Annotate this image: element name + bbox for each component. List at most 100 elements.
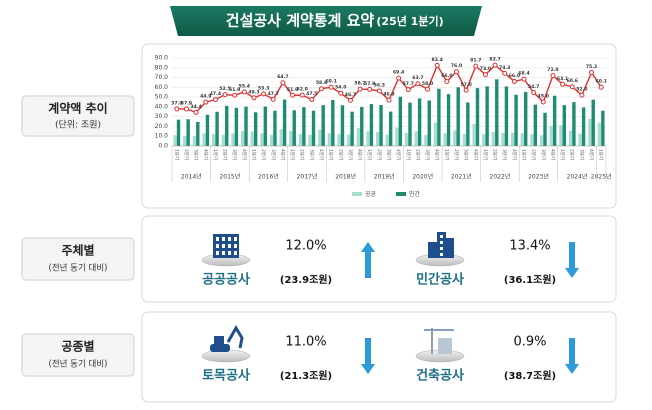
year-label: 2014년 xyxy=(181,173,202,181)
year-label: 2017년 xyxy=(297,173,318,181)
y-tick-label: 20.0 xyxy=(155,123,169,130)
x-tick-label: 2분기 xyxy=(222,149,229,160)
item-amount: (21.3조원) xyxy=(280,369,332,382)
data-label: 63.7 xyxy=(412,75,423,81)
x-tick-label: 2분기 xyxy=(183,149,190,160)
bar xyxy=(221,134,226,146)
line-marker xyxy=(454,69,460,75)
bar xyxy=(424,134,428,146)
item-amount: (36.1조원) xyxy=(504,273,556,286)
line-marker xyxy=(502,70,508,76)
bar xyxy=(549,125,553,146)
line-marker xyxy=(318,86,324,92)
legend-swatch xyxy=(352,192,362,196)
item-name: 공공공사 xyxy=(202,272,250,288)
bar xyxy=(253,112,258,146)
y-tick-label: 50.0 xyxy=(155,94,169,101)
bar xyxy=(173,135,177,146)
bar xyxy=(356,128,361,146)
x-tick-label: 2분기 xyxy=(299,149,306,160)
bar xyxy=(456,87,460,146)
line-marker xyxy=(434,62,440,68)
item-change: 13.4% xyxy=(509,239,550,254)
icon xyxy=(226,325,244,349)
label-box xyxy=(21,333,135,377)
data-label: 52.0 xyxy=(576,87,587,93)
data-label: 46.9 xyxy=(383,92,394,98)
line-marker xyxy=(550,73,556,79)
data-label: 57.7 xyxy=(403,81,414,87)
line-marker xyxy=(241,89,247,95)
line-marker xyxy=(270,96,276,102)
y-tick-label: 30.0 xyxy=(155,113,169,120)
icon xyxy=(234,251,237,255)
x-tick-label: 1분기 xyxy=(212,149,219,160)
line-marker xyxy=(589,69,595,75)
line-marker xyxy=(598,84,604,90)
section-note: (단위: 조원) xyxy=(55,120,101,131)
icon xyxy=(210,344,230,352)
icon xyxy=(428,242,437,258)
line-marker xyxy=(531,90,537,96)
bar xyxy=(539,135,544,146)
item-name: 건축공사 xyxy=(416,368,464,384)
icon xyxy=(214,336,224,345)
bar xyxy=(340,105,345,146)
x-tick-label: 2분기 xyxy=(414,149,421,160)
bar xyxy=(414,131,418,146)
bar xyxy=(318,129,322,146)
section-note: (전년 동기 대비) xyxy=(49,263,108,274)
legend-label: 민간 xyxy=(409,190,421,198)
data-label: 58.6 xyxy=(316,80,327,86)
data-label: 52.0 xyxy=(297,87,308,93)
data-label: 74.3 xyxy=(499,65,510,71)
x-tick-label: 3분기 xyxy=(424,149,431,160)
data-label: 37.9 xyxy=(171,100,182,106)
section-panel xyxy=(141,311,617,403)
bar xyxy=(520,133,525,146)
data-label: 73.0 xyxy=(480,66,491,72)
line-marker xyxy=(569,84,575,90)
x-tick-label: 4분기 xyxy=(202,149,209,160)
line-marker xyxy=(261,91,267,97)
bar xyxy=(398,96,403,146)
icon xyxy=(424,328,454,354)
data-label: 66.0 xyxy=(441,73,452,79)
line-marker xyxy=(386,97,392,103)
bar xyxy=(514,94,518,146)
bar xyxy=(292,110,296,146)
line-marker xyxy=(174,106,180,112)
icon xyxy=(228,237,231,241)
bar xyxy=(472,124,476,146)
bar xyxy=(311,110,316,146)
bar xyxy=(395,127,399,146)
title: 건설공사 계약통계 요약 xyxy=(226,12,375,30)
data-label: 58.0 xyxy=(422,81,433,87)
bar xyxy=(433,122,438,146)
bar xyxy=(389,111,393,146)
data-label: 57.9 xyxy=(364,81,375,87)
bar xyxy=(427,100,431,146)
bar xyxy=(533,104,538,146)
item-amount: (23.9조원) xyxy=(280,273,332,286)
x-tick-label: 1분기 xyxy=(559,149,566,160)
bar xyxy=(491,131,496,146)
y-tick-label: 60.0 xyxy=(155,84,169,91)
x-tick-label: 3분기 xyxy=(386,149,393,160)
icon xyxy=(228,244,231,248)
line-marker xyxy=(299,92,305,98)
line-marker xyxy=(309,97,315,103)
bar xyxy=(581,107,586,146)
year-label: 2016년 xyxy=(258,173,279,181)
x-tick-label: 2분기 xyxy=(260,149,267,160)
data-label: 81.7 xyxy=(470,58,481,64)
label-box xyxy=(21,95,135,137)
bar xyxy=(250,131,254,146)
data-label: 66.0 xyxy=(509,73,520,79)
icon xyxy=(440,253,443,256)
x-tick-label: 4분기 xyxy=(434,149,441,160)
bar xyxy=(350,111,354,146)
bar xyxy=(186,119,190,146)
x-tick-label: 3분기 xyxy=(193,149,200,160)
